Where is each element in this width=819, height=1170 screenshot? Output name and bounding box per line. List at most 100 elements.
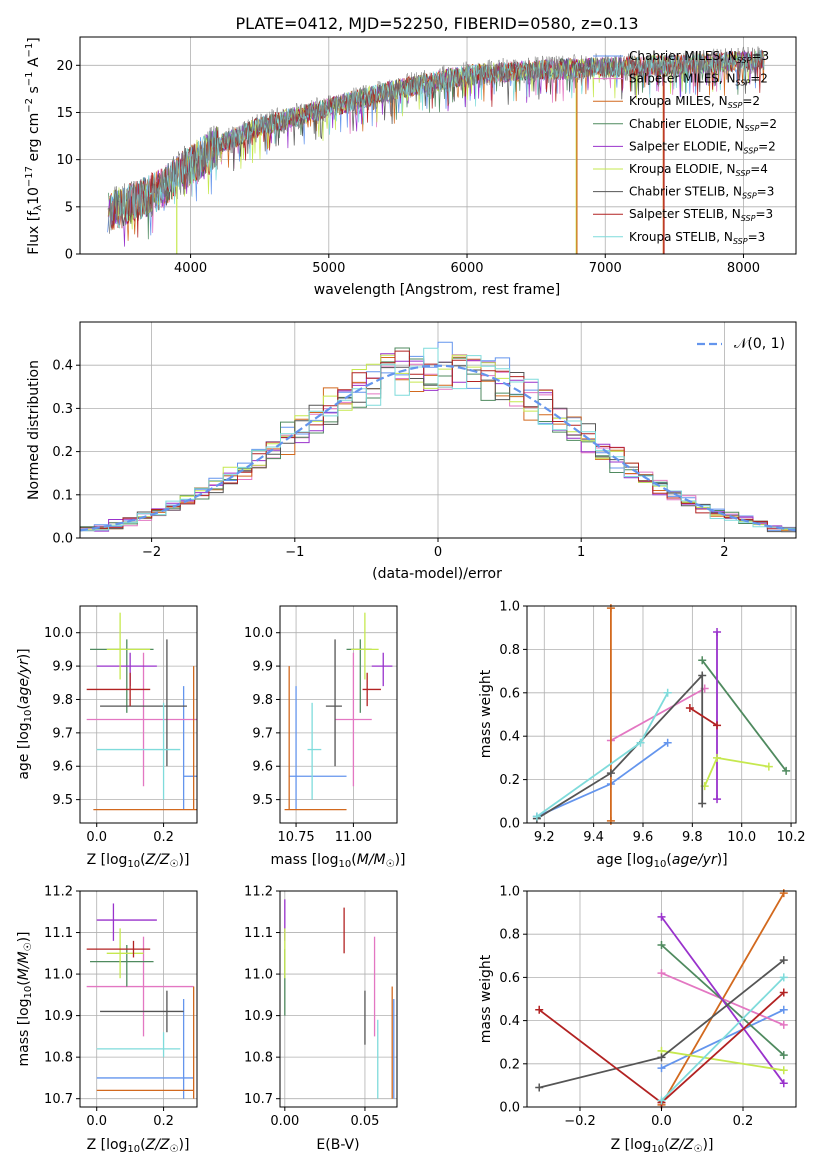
weight-marker bbox=[779, 889, 788, 898]
y-axis-label-part: 10 bbox=[23, 710, 34, 723]
legend-label-sub: SSP bbox=[736, 169, 751, 178]
x-axis-label-part: Z/Z bbox=[145, 1137, 170, 1153]
x-axis-label-part: ☉ bbox=[694, 1144, 703, 1155]
x-axis-label-part: 10 bbox=[339, 859, 352, 870]
legend-label-n: =4 bbox=[750, 162, 768, 176]
weight-marker bbox=[782, 766, 791, 775]
legend-label-n: =2 bbox=[759, 117, 777, 131]
legend-label-name: Salpeter STELIB, N bbox=[629, 207, 741, 221]
y-tick-label: 1.0 bbox=[499, 600, 520, 615]
x-axis-label-part: (data-model)/error bbox=[372, 566, 502, 582]
weight-marker bbox=[779, 1005, 788, 1014]
x-tick-label: 6000 bbox=[450, 261, 483, 276]
y-tick-label: 0.4 bbox=[52, 359, 73, 374]
histogram-step bbox=[80, 347, 796, 532]
y-axis-label-part: −1 bbox=[24, 71, 35, 86]
legend-label: Kroupa MILES, NSSP=2 bbox=[629, 94, 760, 110]
y-tick-label: 11.1 bbox=[244, 926, 273, 941]
x-axis-label-part: Z [log bbox=[87, 1137, 128, 1153]
x-tick-label: 10.75 bbox=[277, 830, 314, 845]
x-tick-label: 5000 bbox=[312, 261, 345, 276]
x-axis-label-part: mass [log bbox=[270, 852, 338, 868]
legend-label: Chabrier ELODIE, NSSP=2 bbox=[629, 117, 777, 133]
spectrum-data-line bbox=[107, 46, 765, 234]
plot-area bbox=[280, 891, 397, 1107]
y-axis-label-part: Flux [f bbox=[26, 210, 42, 255]
x-axis-label-part: wavelength [Angstrom, rest frame] bbox=[314, 282, 560, 298]
x-tick-label: 4000 bbox=[174, 261, 207, 276]
legend-label-sub: SSP bbox=[728, 101, 743, 110]
axes-frame bbox=[526, 605, 797, 824]
weight-marker bbox=[535, 1083, 544, 1092]
y-axis-label-part: 10 bbox=[23, 986, 34, 999]
x-axis-label-part: )] bbox=[179, 852, 190, 868]
x-axis-label-part: Z/Z bbox=[669, 1137, 694, 1153]
x-axis-label-part: 10 bbox=[127, 1144, 140, 1155]
y-tick-label: 5 bbox=[65, 200, 73, 215]
legend-label-name: Kroupa ELODIE, N bbox=[629, 162, 736, 176]
x-axis-label: wavelength [Angstrom, rest frame] bbox=[314, 282, 560, 298]
histogram-step bbox=[80, 341, 796, 531]
x-axis-label-part: )] bbox=[717, 852, 728, 868]
y-tick-label: 10.7 bbox=[44, 1092, 73, 1107]
legend-label: Chabrier MILES, NSSP=3 bbox=[629, 49, 769, 65]
weight-marker bbox=[698, 656, 707, 665]
y-axis-label-part: −2 bbox=[24, 98, 35, 113]
weight-line bbox=[610, 687, 706, 742]
legend-label: Salpeter STELIB, NSSP=3 bbox=[629, 207, 773, 223]
y-tick-label: 9.7 bbox=[252, 726, 273, 741]
x-tick-label: 10.2 bbox=[777, 830, 806, 845]
x-axis-label-part: ( bbox=[140, 852, 145, 868]
weight-marker bbox=[713, 721, 722, 730]
y-axis-label-part: age [log bbox=[16, 722, 32, 779]
y-axis-label-part: ( bbox=[16, 980, 32, 985]
x-axis-label: E(B-V) bbox=[316, 1137, 359, 1153]
axes-frame bbox=[79, 605, 198, 824]
x-axis-label-part: ( bbox=[140, 1137, 145, 1153]
y-tick-label: 0.2 bbox=[52, 445, 73, 460]
y-tick-label: 0.3 bbox=[52, 402, 73, 417]
weight-marker bbox=[685, 703, 694, 712]
legend-label-sub: SSP bbox=[743, 146, 758, 155]
x-tick-label: 10.0 bbox=[727, 830, 756, 845]
weight-marker bbox=[779, 1079, 788, 1088]
weight-marker bbox=[535, 1005, 544, 1014]
y-axis-label-part: mass weight bbox=[478, 954, 494, 1043]
y-tick-label: 0.2 bbox=[499, 773, 520, 788]
x-tick-label: −0.2 bbox=[564, 1114, 596, 1129]
x-axis-label-part: ☉ bbox=[170, 1144, 179, 1155]
weight-marker bbox=[713, 628, 722, 637]
legend-label-n: =3 bbox=[755, 207, 773, 221]
legend-label-n: =2 bbox=[750, 72, 768, 86]
legend-label-sub: SSP bbox=[736, 79, 751, 88]
x-tick-label: 8000 bbox=[727, 261, 760, 276]
y-tick-label: 10.9 bbox=[244, 1009, 273, 1024]
y-tick-label: 9.6 bbox=[52, 760, 73, 775]
legend-label-name: Salpeter MILES, N bbox=[629, 72, 736, 86]
y-tick-label: 9.9 bbox=[252, 660, 273, 675]
y-tick-label: 9.8 bbox=[252, 693, 273, 708]
y-tick-label: 10.8 bbox=[244, 1051, 273, 1066]
y-axis-label: age [log10(age/yr)] bbox=[16, 648, 34, 779]
y-tick-label: 11.0 bbox=[44, 968, 73, 983]
y-axis-label-part: M/M bbox=[16, 951, 32, 980]
weight-marker bbox=[657, 912, 666, 921]
x-tick-label: 9.6 bbox=[633, 830, 654, 845]
y-axis-label-part: )] bbox=[16, 931, 32, 942]
weight-marker bbox=[606, 769, 615, 778]
plot-area bbox=[80, 606, 197, 823]
chart-title: PLATE=0412, MJD=52250, FIBERID=0580, z=0… bbox=[235, 14, 638, 33]
legend-label: Salpeter MILES, NSSP=2 bbox=[629, 72, 768, 88]
y-tick-label: 0.6 bbox=[499, 971, 520, 986]
x-tick-label: 0.2 bbox=[733, 1114, 754, 1129]
weight-marker bbox=[698, 671, 707, 680]
weight-line bbox=[661, 1049, 784, 1072]
weight-marker bbox=[636, 738, 645, 747]
weight-marker bbox=[779, 1020, 788, 1029]
legend-label-n: =2 bbox=[758, 139, 776, 153]
axes-frame bbox=[279, 605, 398, 824]
y-axis-label-part: ( bbox=[16, 704, 32, 709]
y-tick-label: 0.1 bbox=[52, 488, 73, 503]
legend-label-name: Chabrier STELIB, N bbox=[629, 185, 742, 199]
legend-label-sub: SSP bbox=[737, 56, 752, 65]
